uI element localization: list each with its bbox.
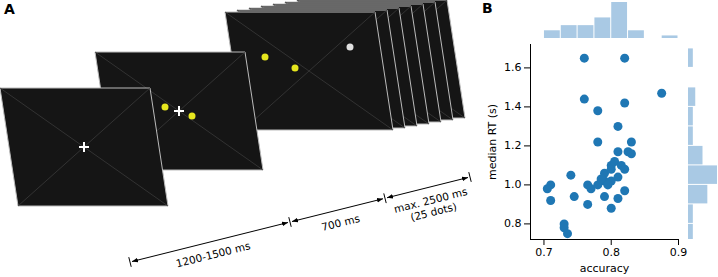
html-text:B: B <box>482 0 493 16</box>
svg-text:1200-1500 ms: 1200-1500 ms <box>175 239 252 269</box>
svg-text:0.9: 0.9 <box>670 246 688 259</box>
svg-text:max. 2500 ms(25 dots): max. 2500 ms(25 dots) <box>393 185 472 227</box>
svg-text:0.8: 0.8 <box>602 246 620 259</box>
svg-text:A: A <box>4 1 15 17</box>
svg-text:1.0: 1.0 <box>504 178 522 191</box>
svg-text:1.4: 1.4 <box>504 100 522 113</box>
svg-text:1.2: 1.2 <box>504 139 522 152</box>
svg-text:0.8: 0.8 <box>504 217 522 230</box>
svg-text:700 ms: 700 ms <box>320 212 361 233</box>
svg-text:accuracy: accuracy <box>580 262 630 275</box>
svg-text:1.6: 1.6 <box>504 61 522 74</box>
svg-text:0.7: 0.7 <box>535 246 553 259</box>
svg-text:median RT (s): median RT (s) <box>486 104 499 180</box>
